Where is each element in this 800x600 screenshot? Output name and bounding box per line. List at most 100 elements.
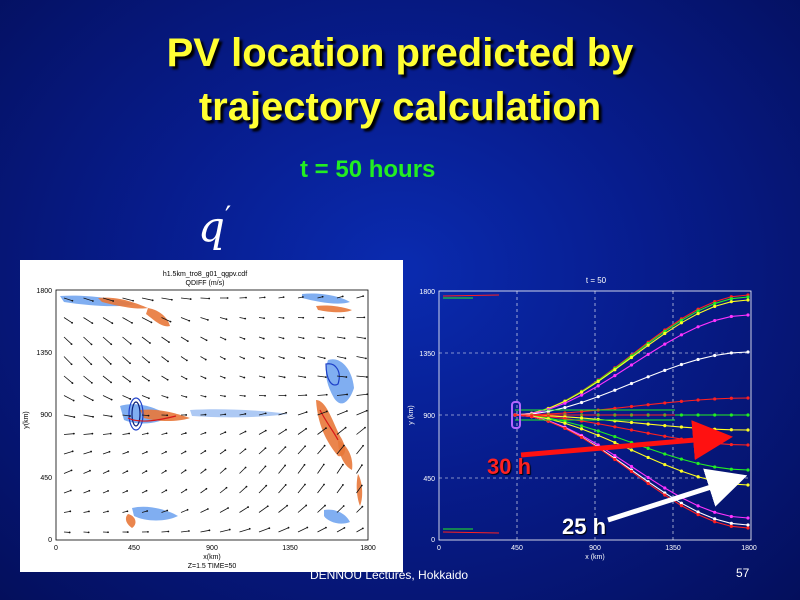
trajectory-marker [696,461,700,466]
vector-head [71,382,74,384]
vector-head [364,426,366,429]
trajectory-marker [746,428,750,432]
vector-arrow [63,414,75,418]
vector-head [224,413,227,416]
vector-arrow [297,464,305,474]
vector-head [186,340,189,343]
right-x-tick-2: 900 [589,545,601,552]
trajectory-marker [596,379,600,384]
vector-arrow [200,375,206,379]
vector-head [167,530,170,533]
vector-arrow [297,445,306,455]
vector-arrow [200,450,206,455]
vector-head [247,506,249,508]
vector-arrow [219,529,230,533]
vector-head [362,295,365,298]
vector-head [206,319,209,321]
trajectory-marker [563,416,567,421]
vector-head [204,431,207,434]
vector-arrow [336,394,348,396]
vector-arrow [83,414,94,418]
arrow-25h [607,468,748,523]
vector-arrow [356,485,363,494]
vector-head [244,448,247,451]
vector-head [88,510,90,513]
vector-head [71,450,74,453]
vector-head [305,504,308,507]
vector-arrow [278,465,286,474]
vector-head [323,483,325,486]
vector-arrow [180,297,191,300]
trajectory-marker [613,435,617,439]
vector-arrow [219,431,226,435]
vector-head [305,394,308,397]
trajectory-marker [746,526,750,530]
vector-head [301,296,304,298]
vector-arrow [122,375,131,382]
vector-head [303,357,306,360]
vector-head [91,399,94,402]
vector-head [70,363,73,366]
trajectory-marker [613,374,617,378]
vector-arrow [141,317,152,323]
vector-head [126,490,129,492]
vector-arrow [161,356,169,362]
trajectory-marker [713,318,717,323]
trajectory-marker [679,501,684,505]
trajectory-marker [646,422,650,426]
trajectory-marker [579,435,584,440]
trajectory-marker [579,400,584,405]
vector-arrow [63,336,72,345]
vector-arrow [239,486,247,494]
vector-head [72,432,75,435]
vector-head [304,376,307,379]
vector-arrow [297,336,304,339]
vector-arrow [141,414,149,417]
trajectory-marker [530,415,534,419]
vector-arrow [356,506,363,513]
vector-arrow [63,433,74,435]
vector-head [325,393,328,396]
trajectory-marker [613,425,617,429]
vector-head [248,527,251,530]
vector-arrow [336,484,344,494]
vector-head [204,450,207,452]
trajectory-marker [746,396,750,400]
vector-head [323,337,325,340]
vector-head [282,357,285,360]
vector-head [263,317,266,320]
vector-head [165,432,168,435]
vector-head [206,508,209,510]
vector-head [165,450,167,453]
vector-arrow [122,414,131,417]
left-x-label: x(km) [203,554,221,561]
vector-head [344,426,347,429]
vector-arrow [63,490,71,494]
vector-arrow [161,317,171,322]
vector-arrow [161,297,172,301]
vector-arrow [122,395,131,400]
vector-head [365,357,367,360]
vector-head [184,432,187,434]
vector-head [263,296,266,299]
vector-head [204,377,207,380]
vector-arrow [141,336,151,344]
right-y-label: y (km) [408,405,415,424]
vector-head [69,510,72,513]
vector-head [284,484,287,486]
vector-arrow [180,470,186,474]
trajectory-marker [713,304,717,308]
vector-head [164,469,167,472]
vector-arrow [297,505,307,513]
right-x-tick-4: 1800 [741,545,757,552]
vector-arrow [258,527,270,533]
vector-arrow [63,450,73,455]
vector-arrow [317,484,325,494]
vector-head [204,413,207,416]
vector-arrow [63,510,71,513]
vector-arrow [200,356,206,360]
vector-arrow [278,412,287,416]
vector-arrow [239,528,250,533]
vector-arrow [239,467,246,474]
